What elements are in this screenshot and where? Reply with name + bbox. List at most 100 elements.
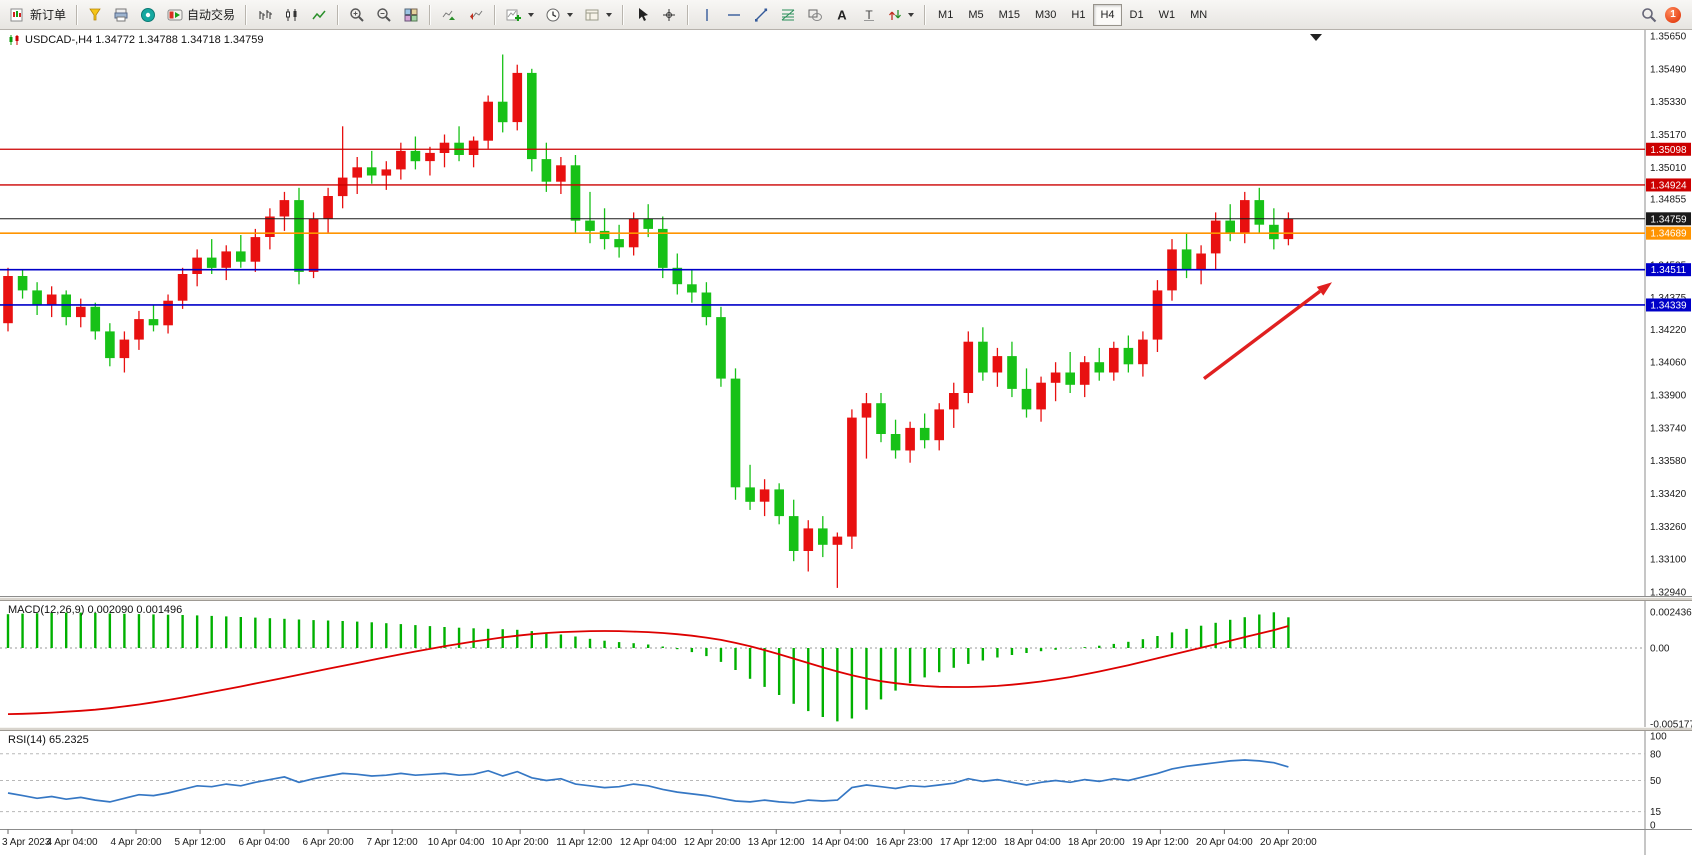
timeframe-button-mn[interactable]: MN xyxy=(1190,8,1208,21)
candle-body xyxy=(1065,372,1075,385)
trend-arrow[interactable] xyxy=(1202,289,1322,380)
timeframe-button-w1[interactable]: W1 xyxy=(1158,8,1176,21)
indicators-button[interactable] xyxy=(501,3,539,27)
crosshair-icon[interactable] xyxy=(656,3,682,27)
price-tag-text: 1.34689 xyxy=(1650,229,1687,240)
price-tag-1.34511 xyxy=(1646,263,1691,277)
time-tick-label: 13 Apr 12:00 xyxy=(748,837,805,848)
search-icon[interactable] xyxy=(1636,3,1662,27)
candle-body xyxy=(1007,356,1017,389)
macd-tick-label: -0.005177 xyxy=(1650,719,1692,730)
candle-body xyxy=(949,393,959,410)
candle-body xyxy=(1269,224,1279,240)
candle-body xyxy=(745,487,755,502)
price-tag-1.34689 xyxy=(1646,226,1691,240)
notification-badge[interactable]: 1 xyxy=(1665,6,1681,23)
candle-body xyxy=(992,356,1003,373)
candle-body xyxy=(3,276,13,324)
price-tick-label: 1.35490 xyxy=(1650,64,1687,75)
candle-body xyxy=(512,72,523,123)
price-tick-label: 1.34060 xyxy=(1650,358,1687,369)
arrows-tool-button[interactable] xyxy=(883,3,919,27)
candle-body xyxy=(832,536,843,545)
new-order-icon xyxy=(10,7,26,23)
trend-arrow-head[interactable] xyxy=(1316,282,1332,296)
timeframe-button-h4[interactable]: H4 xyxy=(1093,3,1122,26)
time-tick-label: 18 Apr 04:00 xyxy=(1004,837,1061,848)
vertical-line-tool-icon[interactable] xyxy=(694,3,720,27)
candle-body xyxy=(337,177,348,197)
price-tick-label: 1.35330 xyxy=(1650,97,1687,108)
auto-trading-icon xyxy=(167,7,183,23)
candle-body xyxy=(687,284,697,293)
shapes-tool-icon[interactable] xyxy=(802,3,828,27)
timeframe-button-m5[interactable]: M5 xyxy=(968,8,984,21)
price-tick-label: 1.34220 xyxy=(1650,325,1687,336)
candle-body xyxy=(527,72,537,160)
svg-text:A: A xyxy=(837,7,847,22)
separator xyxy=(687,4,690,25)
auto-trading-label: 自动交易 xyxy=(187,8,236,22)
chart-shift-icon[interactable] xyxy=(463,3,489,27)
text-tool-icon[interactable]: A xyxy=(829,3,855,27)
template-icon xyxy=(584,7,600,23)
new-order-button[interactable]: 新订单 xyxy=(5,3,71,27)
price-tick-label: 1.34855 xyxy=(1650,195,1687,206)
zoom-in-icon[interactable] xyxy=(344,3,370,27)
horizontal-line-tool-icon[interactable] xyxy=(721,3,747,27)
separator xyxy=(494,4,497,25)
candle-body xyxy=(206,257,217,268)
periods-button[interactable] xyxy=(540,3,578,27)
candle-body xyxy=(1283,218,1294,240)
candle-body xyxy=(46,294,57,305)
candle-body xyxy=(1254,200,1265,225)
tile-windows-icon[interactable] xyxy=(398,3,424,27)
filter-icon[interactable] xyxy=(83,3,107,27)
candlestick-chart-icon[interactable] xyxy=(279,3,305,27)
candle-body xyxy=(483,101,493,141)
timeframe-button-d1[interactable]: D1 xyxy=(1129,8,1144,21)
time-tick-label: 19 Apr 12:00 xyxy=(1132,837,1189,848)
separator xyxy=(76,4,79,25)
candle-body xyxy=(876,403,886,434)
price-tag-text: 1.35098 xyxy=(1650,145,1687,156)
panel-splitter[interactable] xyxy=(0,597,1692,601)
candle-body xyxy=(425,152,435,162)
candle-body xyxy=(468,140,479,155)
templates-button[interactable] xyxy=(579,3,617,27)
price-tag-1.35098 xyxy=(1646,142,1691,156)
candle-body xyxy=(90,306,101,332)
fibonacci-tool-icon[interactable] xyxy=(775,3,801,27)
timeframe-button-m15[interactable]: M15 xyxy=(998,8,1020,21)
cursor-icon[interactable] xyxy=(629,3,655,27)
line-chart-icon[interactable] xyxy=(306,3,332,27)
print-icon[interactable] xyxy=(108,3,134,27)
price-tick-label: 1.33900 xyxy=(1650,391,1687,402)
rsi-line xyxy=(7,759,1289,804)
label-tool-icon[interactable]: T xyxy=(856,3,882,27)
candle-body xyxy=(308,218,319,272)
auto-trading-button[interactable]: 自动交易 xyxy=(162,3,240,27)
zoom-out-icon[interactable] xyxy=(371,3,397,27)
chevron-down-icon xyxy=(567,12,574,17)
auto-scroll-icon[interactable] xyxy=(436,3,462,27)
chevron-down-icon xyxy=(908,12,915,17)
bar-chart-icon[interactable] xyxy=(252,3,278,27)
macd-histogram xyxy=(6,612,1290,722)
timeframe-button-m1[interactable]: M1 xyxy=(938,8,954,21)
timeframe-button-h1[interactable]: H1 xyxy=(1071,8,1086,21)
timeframe-button-m30[interactable]: M30 xyxy=(1035,8,1057,21)
panel-splitter[interactable] xyxy=(0,727,1692,731)
community-icon[interactable] xyxy=(135,3,161,27)
chart-canvas[interactable]: 1.35650 1.35490 1.35330 1.35170 1.35010 1.348… xyxy=(0,30,1692,855)
candle-body xyxy=(1079,362,1090,385)
price-tick-label: 1.33740 xyxy=(1650,423,1687,434)
candle-body xyxy=(963,341,974,393)
trendline-tool-icon[interactable] xyxy=(748,3,774,27)
scroll-to-end-marker[interactable] xyxy=(1310,34,1322,41)
time-tick-label: 7 Apr 12:00 xyxy=(367,837,419,848)
chart-background xyxy=(0,30,1692,855)
candle-body xyxy=(366,167,377,176)
candle-body xyxy=(192,257,202,274)
